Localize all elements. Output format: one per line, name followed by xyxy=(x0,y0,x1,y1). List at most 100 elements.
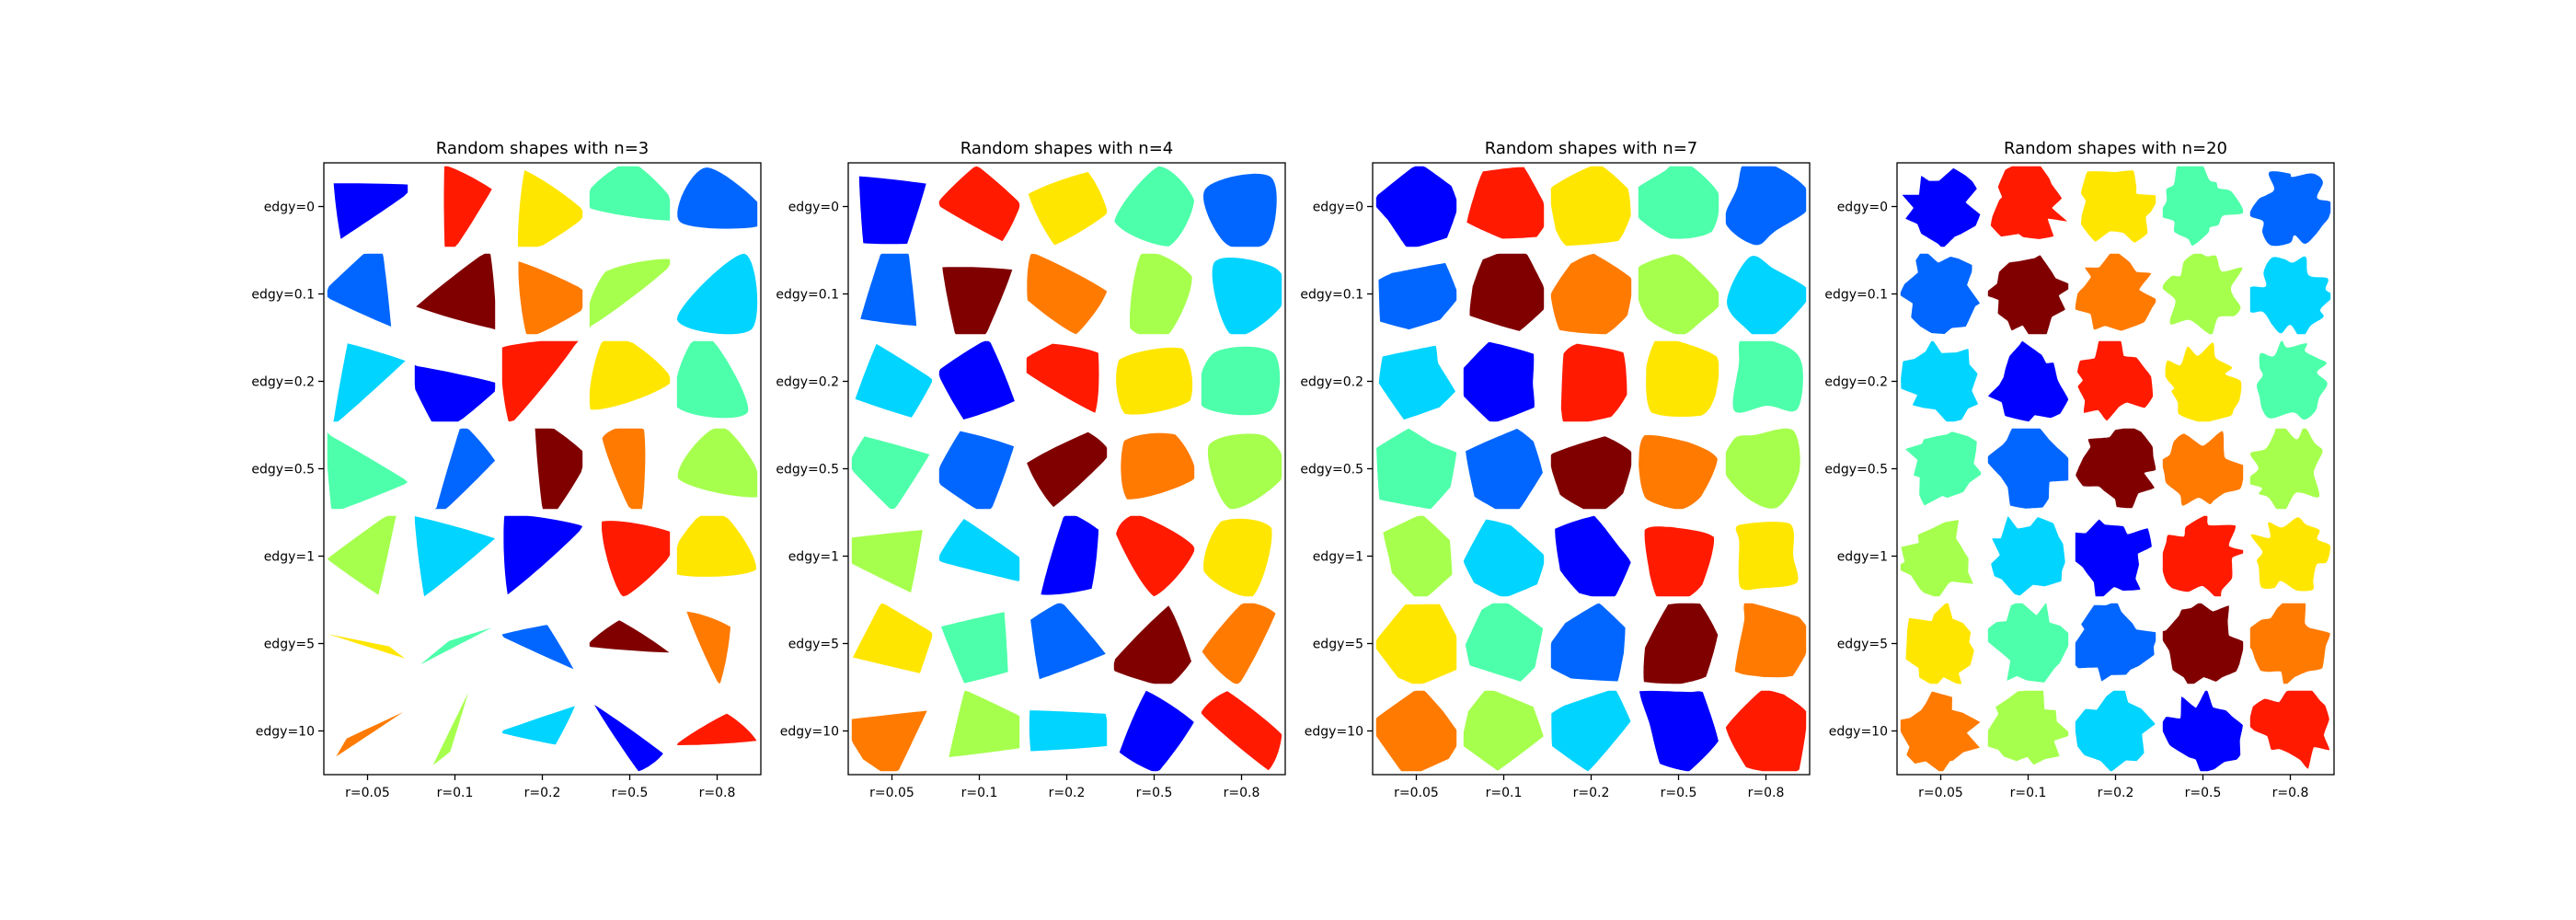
random-shape xyxy=(2162,166,2244,246)
x-tick-label: r=0.05 xyxy=(869,786,914,800)
y-tick-label: edgy=10 xyxy=(1305,725,1363,740)
panel-4: Random shapes with n=20 r=0.05 r=0.1 r=0.2 r… xyxy=(1824,139,2335,800)
random-shape xyxy=(1735,522,1799,591)
random-shape xyxy=(2075,253,2156,331)
x-tick-label: r=0.5 xyxy=(2185,786,2222,800)
random-shape xyxy=(327,515,398,595)
random-shape xyxy=(938,431,1015,510)
random-shape xyxy=(328,634,406,659)
x-tick-label: r=0.5 xyxy=(612,786,649,800)
random-shape xyxy=(1375,604,1457,684)
random-shape xyxy=(1212,258,1282,335)
y-tick-label: edgy=1 xyxy=(788,550,839,565)
random-shape xyxy=(676,713,757,745)
y-tick-label: edgy=0.1 xyxy=(251,288,315,303)
x-tick-label: r=0.2 xyxy=(524,786,561,800)
y-tick-label: edgy=0 xyxy=(1837,201,1888,215)
x-tick-label: r=0.1 xyxy=(1486,786,1523,800)
random-shape xyxy=(1207,433,1282,510)
random-shape xyxy=(1203,518,1272,597)
random-shape xyxy=(1119,690,1194,772)
random-shape xyxy=(602,428,646,510)
random-shape xyxy=(1990,166,2067,239)
random-shape xyxy=(2165,342,2242,422)
random-shape xyxy=(1375,166,1457,247)
random-shape xyxy=(1203,173,1277,247)
random-shape xyxy=(677,428,758,498)
random-shape xyxy=(1987,255,2069,335)
random-shape xyxy=(589,166,671,221)
random-shape xyxy=(1202,603,1276,684)
random-shape xyxy=(1463,341,1535,422)
random-shape xyxy=(1466,167,1545,239)
random-shape xyxy=(1113,605,1191,684)
y-tick-label: edgy=0.5 xyxy=(776,463,839,477)
y-tick-label: edgy=1 xyxy=(264,550,315,565)
random-shape xyxy=(1378,345,1455,420)
random-shape xyxy=(2249,428,2323,510)
random-shape xyxy=(1902,167,1981,247)
random-shape xyxy=(1987,690,2069,765)
random-shape xyxy=(432,428,496,510)
random-shape xyxy=(2249,256,2331,335)
x-tick-label: r=0.2 xyxy=(2098,786,2134,800)
random-shape xyxy=(2075,603,2156,682)
random-shape xyxy=(949,690,1020,757)
random-shape xyxy=(1114,166,1194,247)
random-shape xyxy=(535,428,583,510)
random-shape xyxy=(1029,710,1108,752)
y-tick-label: edgy=0.5 xyxy=(251,463,315,477)
random-shape xyxy=(2162,253,2243,335)
random-shape xyxy=(1727,256,1807,335)
random-shape xyxy=(2249,690,2330,769)
random-shape xyxy=(851,436,930,510)
random-shape xyxy=(2075,690,2156,772)
random-shape xyxy=(676,515,756,577)
y-tick-label: edgy=0.1 xyxy=(1300,288,1363,303)
random-shape xyxy=(677,167,758,229)
random-shape xyxy=(1376,428,1457,510)
panel-1: Random shapes with n=3 r=0.05 r=0.1 r=0.2 r=… xyxy=(251,139,762,800)
random-shape xyxy=(327,253,392,327)
random-shape xyxy=(1550,603,1626,682)
random-shape xyxy=(855,343,933,418)
random-shape xyxy=(851,530,923,593)
panel-title: Random shapes with n=4 xyxy=(960,139,1174,158)
random-shape xyxy=(2162,431,2244,506)
random-shape xyxy=(1646,340,1719,417)
x-tick-label: r=0.2 xyxy=(1573,786,1610,800)
random-shape xyxy=(942,267,1013,335)
random-shape xyxy=(1734,603,1807,678)
y-tick-label: edgy=1 xyxy=(1837,550,1888,565)
random-shape xyxy=(1560,343,1627,422)
y-tick-label: edgy=0.2 xyxy=(251,375,315,390)
random-shape xyxy=(1639,690,1719,772)
x-tick-label: r=0.05 xyxy=(1394,786,1439,800)
random-shape xyxy=(2075,519,2152,597)
random-shape xyxy=(602,521,671,597)
random-shape xyxy=(1991,516,2065,596)
random-shape xyxy=(1901,340,1979,422)
random-shape xyxy=(1378,262,1457,330)
random-shape xyxy=(2077,340,2154,421)
random-shape xyxy=(1041,515,1099,595)
random-shape xyxy=(1463,690,1544,771)
y-tick-label: edgy=0.2 xyxy=(776,375,839,390)
y-tick-label: edgy=10 xyxy=(1829,725,1888,740)
random-shape xyxy=(1638,254,1719,335)
random-shape xyxy=(501,340,579,422)
random-shape xyxy=(1644,526,1715,597)
random-shape xyxy=(517,170,583,247)
random-shape xyxy=(1900,253,1980,334)
y-tick-label: edgy=5 xyxy=(788,638,839,652)
random-shape xyxy=(2250,517,2330,592)
random-shape xyxy=(1466,429,1543,510)
random-shape xyxy=(443,166,492,247)
random-shape xyxy=(1639,434,1718,510)
x-tick-label: r=0.8 xyxy=(1748,786,1785,800)
random-shape xyxy=(1638,166,1719,239)
random-shape xyxy=(1987,603,2069,683)
y-tick-label: edgy=0.5 xyxy=(1824,463,1888,477)
random-shape xyxy=(851,710,927,772)
